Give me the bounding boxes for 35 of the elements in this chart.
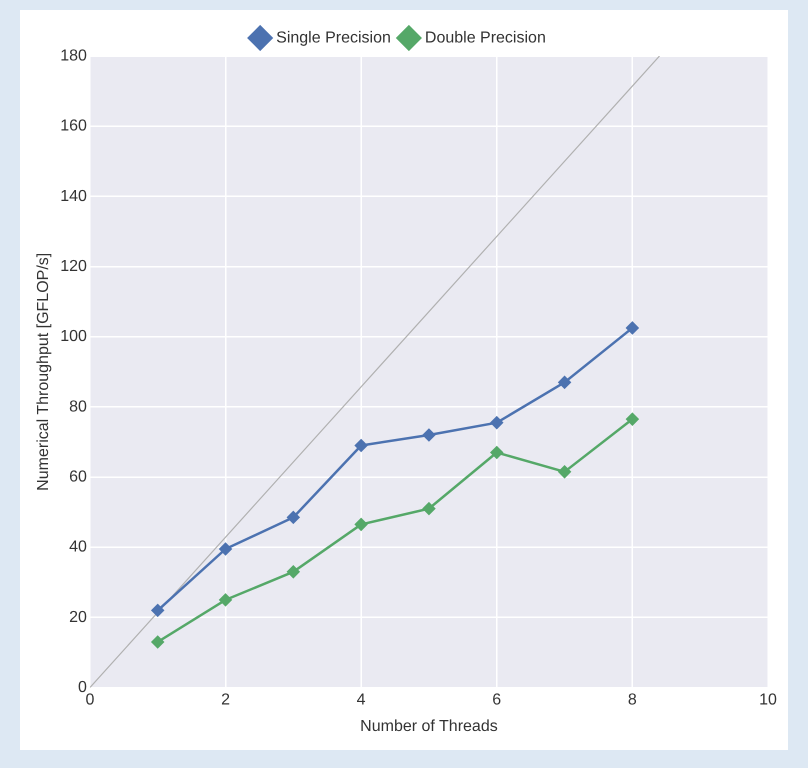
point xyxy=(287,566,300,578)
y-tick-label: 20 xyxy=(69,608,87,626)
x-tick-label: 10 xyxy=(759,692,777,709)
point xyxy=(354,439,368,452)
y-tick-label: 80 xyxy=(69,398,87,416)
x-tick-label: 4 xyxy=(356,692,366,709)
x-tick-label: 6 xyxy=(492,692,502,709)
y-tick-label: 140 xyxy=(60,188,87,205)
point xyxy=(558,376,571,389)
legend-label: Single Precision xyxy=(276,29,391,46)
legend-label: Double Precision xyxy=(424,29,546,46)
point xyxy=(626,322,639,334)
point xyxy=(219,594,232,606)
point xyxy=(490,416,504,429)
point xyxy=(490,446,504,459)
point xyxy=(287,511,300,524)
y-tick-label: 60 xyxy=(69,468,87,486)
x-tick-label: 2 xyxy=(221,692,230,709)
point xyxy=(151,604,164,617)
y-tick-label: 40 xyxy=(69,538,87,556)
y-tick-label: 120 xyxy=(60,258,87,275)
point xyxy=(151,636,164,648)
y-tick-label: 0 xyxy=(78,679,87,696)
y-tick-label: 100 xyxy=(60,328,87,346)
point xyxy=(422,428,436,442)
x-axis-title: Number of Threads xyxy=(360,718,498,735)
y-tick-label: 180 xyxy=(60,47,87,64)
point xyxy=(219,542,232,556)
point xyxy=(558,466,571,478)
point xyxy=(626,412,639,426)
y-tick-label: 160 xyxy=(60,118,87,135)
point xyxy=(422,502,436,515)
point xyxy=(354,518,368,531)
y-axis-title: Numerical Throughput [GFLOP/s] xyxy=(35,252,52,491)
x-tick-label: 8 xyxy=(628,692,637,709)
